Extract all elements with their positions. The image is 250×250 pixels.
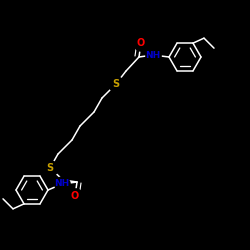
Text: S: S	[46, 163, 54, 173]
Text: O: O	[137, 38, 145, 48]
Text: S: S	[112, 79, 119, 89]
Text: NH: NH	[54, 180, 70, 188]
Text: NH: NH	[146, 50, 160, 59]
Text: O: O	[71, 191, 79, 201]
